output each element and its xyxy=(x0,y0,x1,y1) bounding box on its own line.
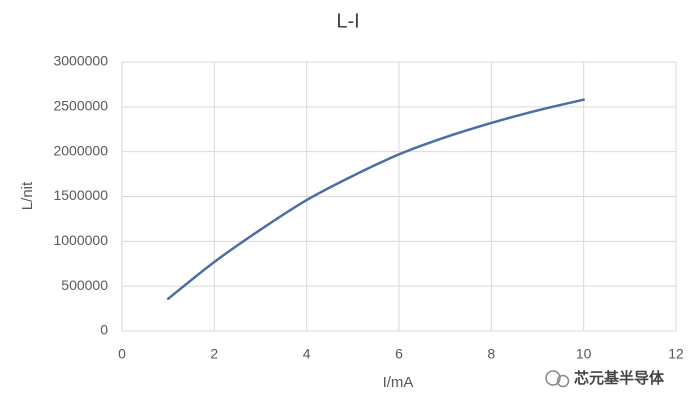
x-tick-label: 2 xyxy=(210,346,218,362)
x-tick-label: 8 xyxy=(487,346,495,362)
series-line xyxy=(166,98,585,300)
watermark: 芯元基半导体 xyxy=(574,369,665,387)
y-tick-label: 1500000 xyxy=(53,187,108,203)
chart-title: L-I xyxy=(336,10,359,32)
x-tick-label: 12 xyxy=(668,346,684,362)
watermark-icon xyxy=(545,370,570,388)
y-tick-label: 0 xyxy=(100,322,108,338)
y-tick-label: 500000 xyxy=(61,277,108,293)
x-tick-label: 0 xyxy=(118,346,126,362)
y-tick-label: 2000000 xyxy=(53,142,108,158)
y-tick-label: 1000000 xyxy=(53,232,108,248)
x-tick-label: 4 xyxy=(303,346,311,362)
x-tick-label: 6 xyxy=(395,346,403,362)
y-tick-label: 2500000 xyxy=(53,98,108,114)
y-tick-label: 3000000 xyxy=(53,53,108,69)
x-tick-label: 10 xyxy=(576,346,592,362)
x-axis-title: I/mA xyxy=(383,374,414,391)
y-axis-title: L/nit xyxy=(19,181,36,210)
